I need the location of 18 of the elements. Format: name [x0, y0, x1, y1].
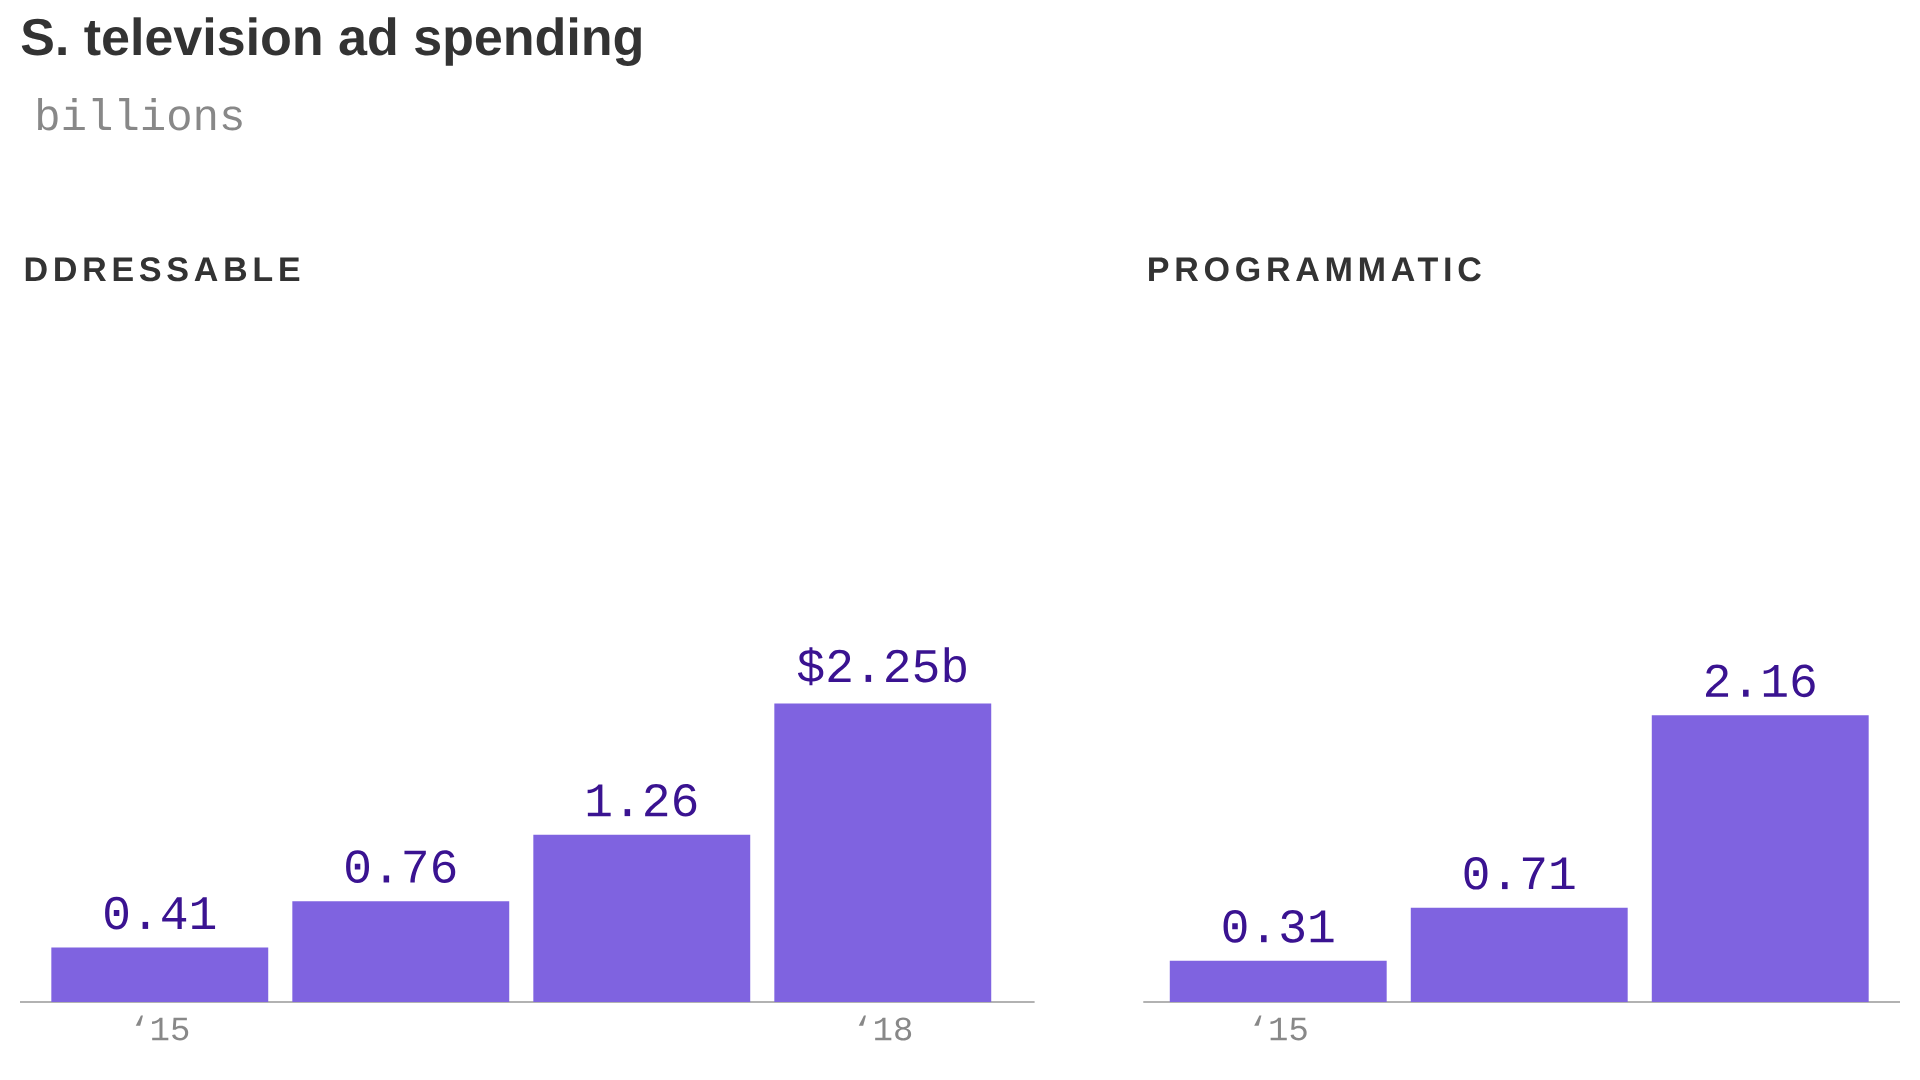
data-label: 1.26	[587, 784, 697, 817]
data-label: $2.25b	[797, 647, 966, 686]
bar	[51, 947, 269, 1002]
x-tick-label: ‘18	[858, 1015, 912, 1041]
text: billions	[38, 98, 242, 131]
data-label: 2.16	[1706, 664, 1815, 698]
data-label: 0.31	[1223, 910, 1334, 943]
chart-title: DDRESSABLE	[25, 257, 300, 282]
text: S. television ad spending	[21, 17, 641, 67]
data-label: 0.71	[1464, 856, 1575, 890]
bar	[292, 901, 510, 1002]
bar	[774, 703, 992, 1002]
data-label: 0.76	[346, 850, 456, 883]
chart-title: PROGRAMMATIC	[1149, 257, 1481, 282]
data-label: 0.41	[105, 896, 216, 930]
bar	[533, 834, 751, 1002]
x-tick-label: ‘15	[135, 1015, 189, 1041]
x-tick-label: ‘15	[1254, 1015, 1307, 1041]
